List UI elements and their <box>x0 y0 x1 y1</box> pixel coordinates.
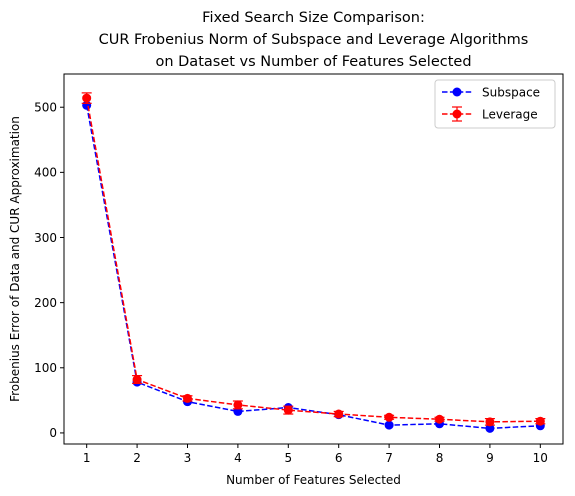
data-point-leverage <box>334 409 344 419</box>
x-tick-label: 7 <box>385 451 393 465</box>
legend-entry-subspace: Subspace <box>442 86 540 100</box>
legend-marker-leverage <box>452 109 462 119</box>
y-tick-label: 200 <box>34 296 57 310</box>
x-tick-label: 5 <box>284 451 292 465</box>
x-tick-label: 9 <box>486 451 494 465</box>
data-point-leverage <box>535 416 545 426</box>
y-tick-label: 400 <box>34 166 57 180</box>
x-axis-label: Number of Features Selected <box>226 473 401 487</box>
series-line-subspace <box>85 105 541 430</box>
legend-frame <box>434 79 556 129</box>
x-tick-label: 10 <box>533 451 548 465</box>
legend: Subspace Leverage <box>434 79 556 129</box>
x-tick-label: 2 <box>133 451 141 465</box>
data-point-leverage <box>132 375 142 385</box>
data-point-subspace <box>384 420 394 430</box>
data-point-leverage <box>233 400 243 410</box>
x-tick-label: 4 <box>234 451 242 465</box>
data-point-leverage <box>435 414 445 424</box>
legend-marker-subspace <box>452 87 462 97</box>
y-axis-label: Frobenius Error of Data and CUR Approxim… <box>8 116 22 402</box>
x-axis-ticks: 1 2 3 4 5 6 7 8 9 10 <box>83 444 548 465</box>
plot-frame <box>63 73 564 445</box>
legend-entry-leverage: Leverage <box>442 106 538 122</box>
x-tick-label: 6 <box>335 451 343 465</box>
y-tick-label: 0 <box>49 426 57 440</box>
series-leverage <box>81 92 546 427</box>
data-point-leverage <box>182 393 192 403</box>
data-point-leverage <box>485 417 495 427</box>
x-tick-label: 3 <box>184 451 192 465</box>
x-tick-label: 1 <box>83 451 91 465</box>
chart-title-line-3: on Dataset vs Number of Features Selecte… <box>155 54 471 70</box>
data-point-subspace <box>485 423 495 433</box>
plot-content <box>81 92 546 433</box>
chart-title-line-1: Fixed Search Size Comparison: <box>202 10 425 26</box>
data-point-leverage <box>283 405 293 415</box>
y-tick-label: 500 <box>34 101 57 115</box>
legend-label-subspace: Subspace <box>482 86 540 100</box>
y-tick-label: 100 <box>34 361 57 375</box>
data-point-leverage <box>82 93 92 103</box>
y-tick-label: 300 <box>34 231 57 245</box>
legend-label-leverage: Leverage <box>482 108 538 122</box>
series-line-leverage <box>85 97 541 423</box>
y-axis-ticks: 0 100 200 300 400 500 <box>34 101 64 440</box>
chart-title-line-2: CUR Frobenius Norm of Subspace and Lever… <box>99 32 529 48</box>
data-point-leverage <box>384 412 394 422</box>
series-subspace <box>82 100 545 433</box>
x-tick-label: 8 <box>436 451 444 465</box>
